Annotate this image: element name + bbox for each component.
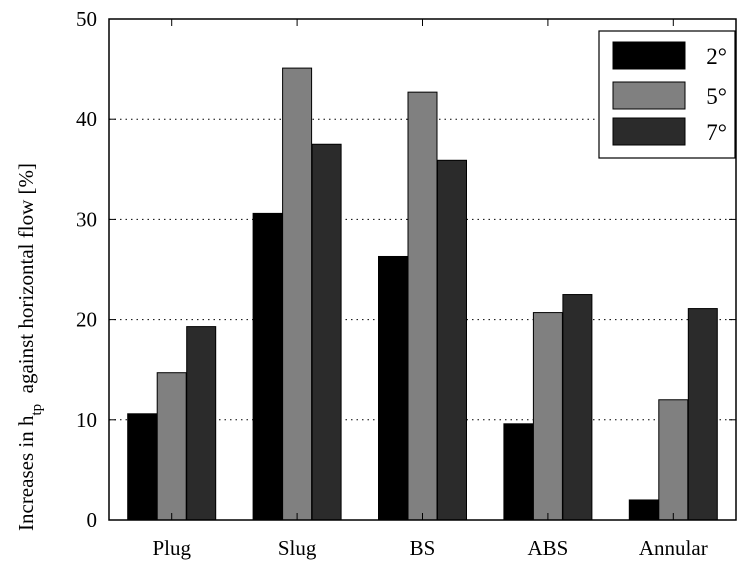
legend-swatch-5deg [612, 81, 686, 110]
y-axis-label-suffix: against horizontal flow [%] [14, 163, 38, 404]
bar-plug-1 [156, 372, 187, 521]
legend-label-2deg: 2° [706, 44, 727, 69]
bar-bs-1 [407, 91, 438, 521]
y-tick-label: 30 [76, 207, 97, 231]
bar-abs-2 [562, 294, 593, 521]
y-tick-label: 20 [76, 308, 97, 332]
bar-slug-1 [282, 67, 313, 521]
y-axis-ticks: 0 10 20 30 40 50 [76, 7, 736, 532]
x-tick-label: Annular [639, 536, 708, 560]
bars [127, 67, 718, 521]
legend-swatch-2deg [612, 41, 686, 70]
bar-bs-2 [437, 159, 467, 521]
bar-bs-0 [378, 255, 408, 521]
bar-plug-0 [127, 413, 158, 521]
legend-label-7deg: 7° [706, 120, 727, 145]
x-tick-label: Slug [278, 536, 317, 560]
y-axis-label: Increases in htp against horizontal flow… [14, 163, 45, 531]
bar-abs-1 [532, 312, 563, 521]
y-tick-label: 50 [76, 7, 97, 31]
bar-annular-1 [658, 399, 689, 521]
bar-slug-0 [252, 212, 283, 521]
x-axis-ticks: Plug Slug BS ABS Annular [152, 19, 708, 560]
bar-annular-0 [628, 499, 659, 521]
x-tick-label: Plug [152, 536, 191, 560]
legend: 2° 5° 7° [598, 30, 736, 159]
y-axis-label-subscript: tp [29, 404, 45, 416]
bar-slug-2 [311, 143, 342, 521]
bar-abs-0 [503, 423, 534, 521]
x-tick-label: BS [410, 536, 436, 560]
bar-annular-2 [687, 308, 718, 521]
legend-label-5deg: 5° [706, 84, 727, 109]
y-tick-label: 10 [76, 408, 97, 432]
y-tick-label: 40 [76, 107, 97, 131]
y-axis-label-prefix: Increases in h [14, 415, 38, 531]
bar-plug-2 [186, 326, 217, 521]
legend-swatch-7deg [612, 117, 686, 146]
x-tick-label: ABS [527, 536, 568, 560]
y-tick-label: 0 [87, 508, 98, 532]
